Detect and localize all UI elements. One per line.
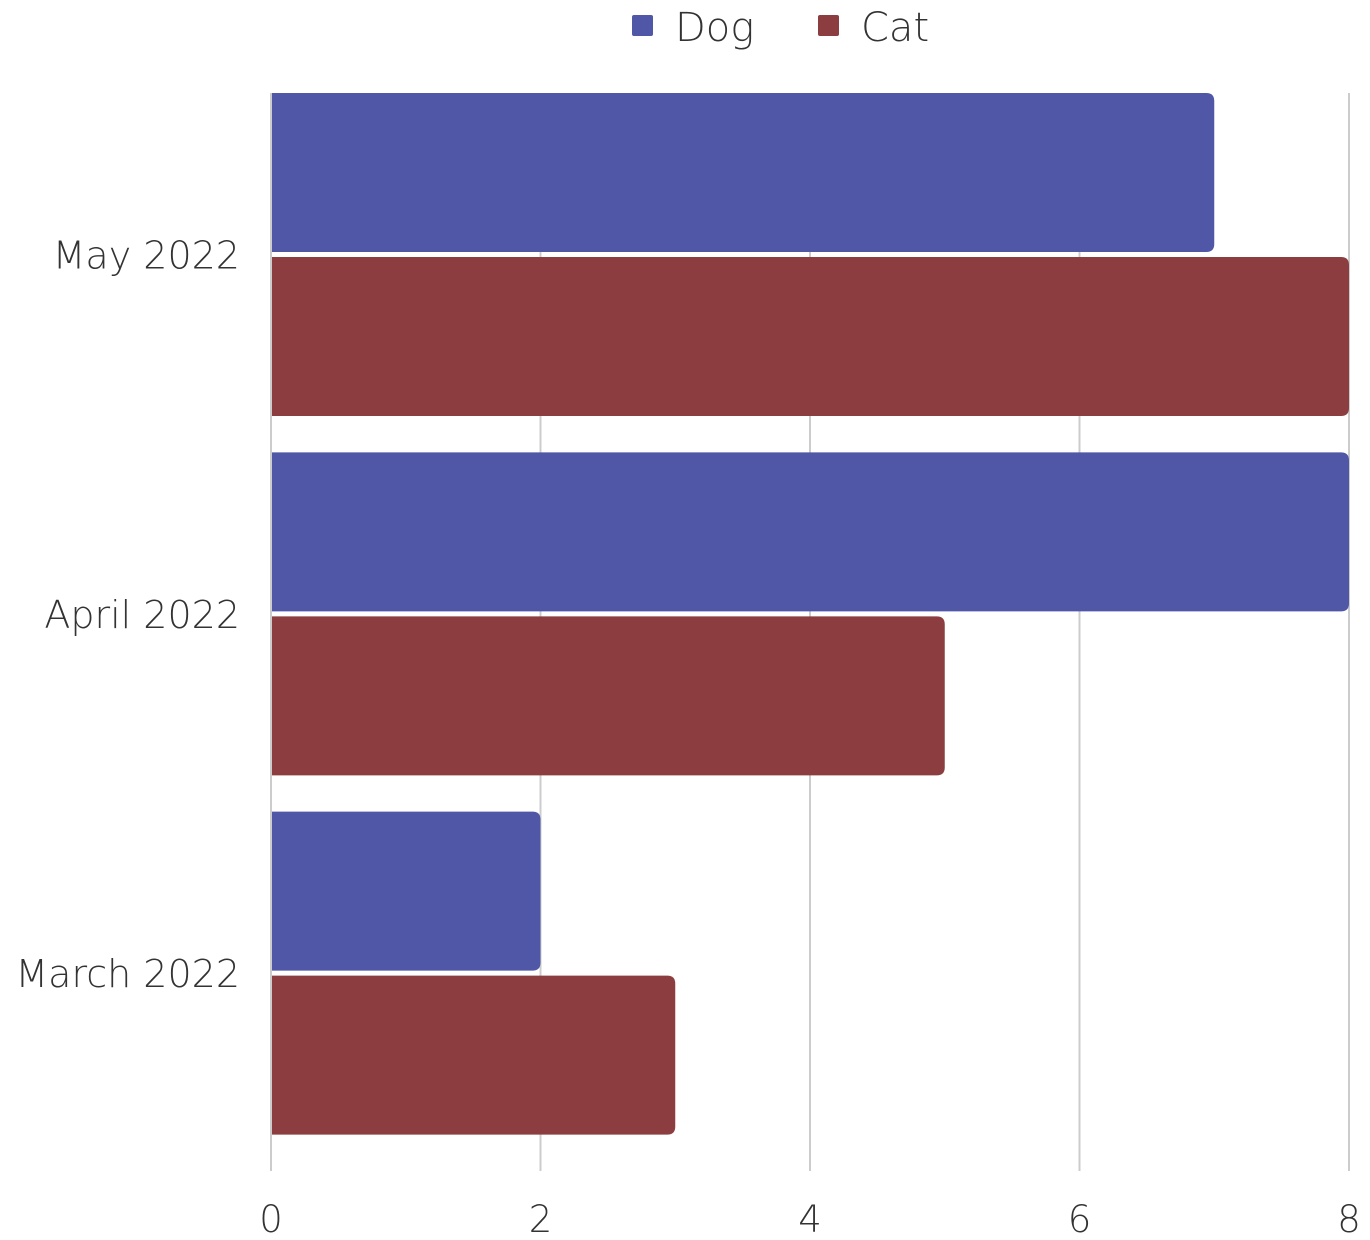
legend-label-cat: Cat	[861, 5, 929, 51]
bar-cat	[271, 975, 676, 1135]
bar-dog	[271, 811, 541, 971]
legend-swatch-dog	[632, 15, 653, 36]
legend-swatch-cat	[818, 15, 839, 36]
legend-label-dog: Dog	[675, 5, 754, 51]
bar-dog	[271, 452, 1349, 612]
x-tick-label: 0	[259, 1198, 283, 1240]
x-tick-label: 8	[1337, 1198, 1361, 1240]
x-tick-label: 4	[798, 1198, 822, 1240]
x-tick-label: 2	[529, 1198, 553, 1240]
bar-cat	[271, 616, 945, 776]
legend: Dog Cat	[632, 5, 929, 51]
bar-cat	[271, 257, 1349, 416]
y-category-label: April 2022	[44, 593, 240, 637]
y-category-label: May 2022	[53, 234, 240, 278]
axes: 0 2 4 6 8 May 2022 April 2022 March 2022	[15, 93, 1361, 1240]
y-category-label: March 2022	[15, 952, 240, 996]
bars	[271, 93, 1349, 1135]
x-tick-label: 6	[1068, 1198, 1092, 1240]
bar-dog	[271, 93, 1215, 252]
